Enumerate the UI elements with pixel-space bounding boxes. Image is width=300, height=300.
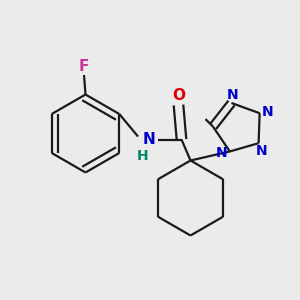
Text: N: N	[142, 132, 155, 147]
Text: N: N	[256, 144, 267, 158]
Text: N: N	[261, 105, 273, 119]
Text: O: O	[172, 88, 185, 104]
Text: H: H	[137, 149, 148, 163]
Text: N: N	[227, 88, 239, 102]
Text: N: N	[216, 146, 227, 160]
Text: F: F	[79, 59, 89, 74]
